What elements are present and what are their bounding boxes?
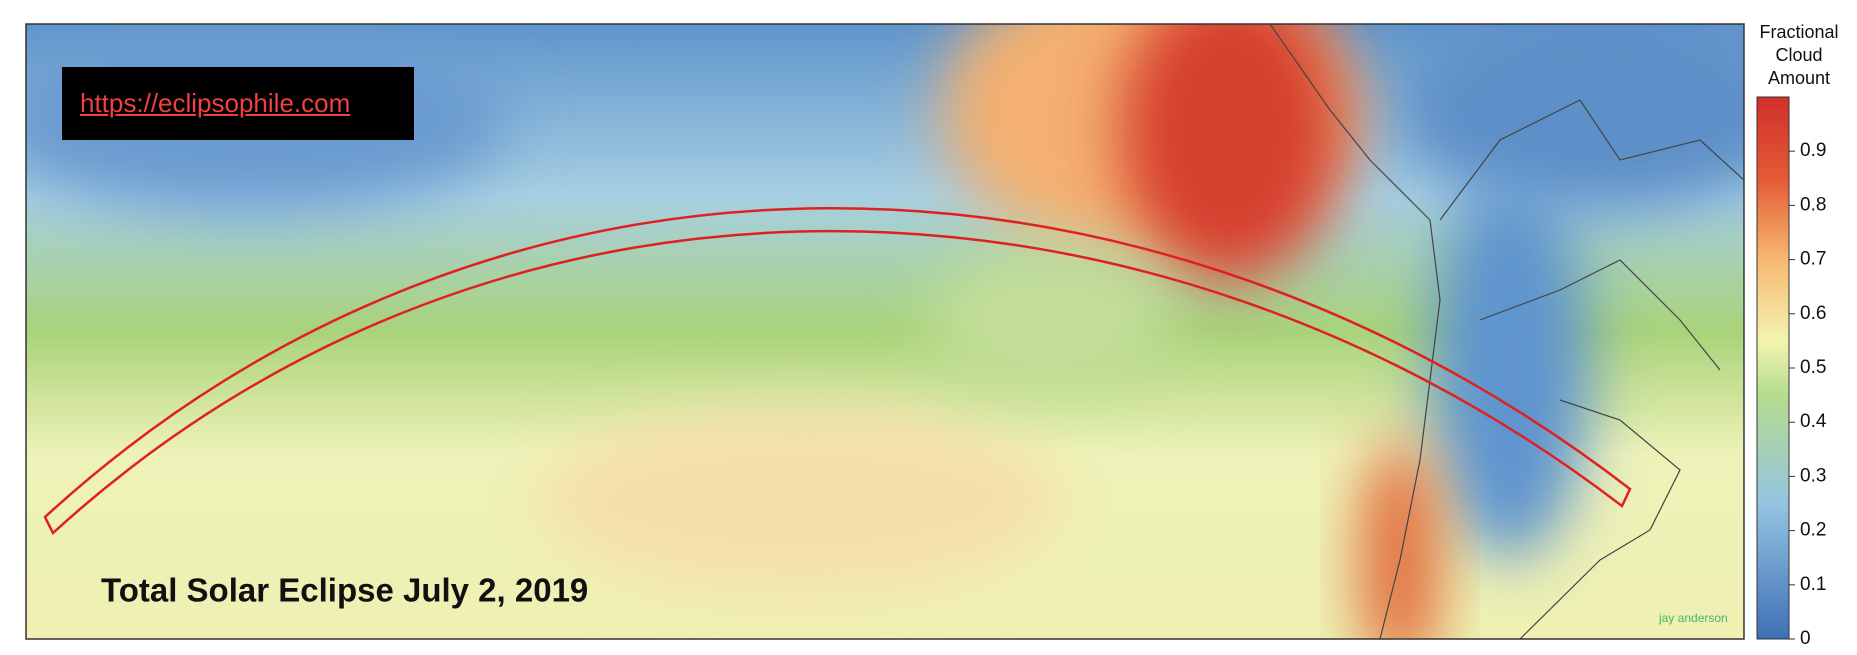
colorbar-tick-label: 0.2 bbox=[1800, 520, 1826, 541]
map-frame bbox=[25, 23, 1745, 640]
colorbar-tick-label: 0.6 bbox=[1800, 303, 1826, 324]
colorbar-title-line: Fractional bbox=[1759, 22, 1838, 42]
link-box: https://eclipsophile.com bbox=[62, 67, 414, 140]
colorbar-tick-label: 0.8 bbox=[1800, 194, 1826, 215]
colorbar-tick-label: 0.7 bbox=[1800, 249, 1826, 270]
borders bbox=[1269, 24, 1744, 639]
cloud-region bbox=[1120, 24, 1340, 280]
link[interactable]: https://eclipsophile.com bbox=[80, 88, 351, 118]
colorbar-tick-label: 0.4 bbox=[1800, 411, 1827, 432]
eclipse-path bbox=[43, 207, 1632, 536]
cloud-region bbox=[930, 250, 1170, 390]
colorbar-title-line: Cloud bbox=[1775, 45, 1822, 65]
colorbar-title: Fractional Cloud Amount bbox=[1759, 22, 1838, 88]
map-title: Total Solar Eclipse July 2, 2019 bbox=[101, 572, 588, 609]
credit: jay anderson bbox=[1658, 611, 1728, 625]
colorbar-tick-label: 0.1 bbox=[1800, 574, 1826, 595]
colorbar bbox=[1756, 96, 1790, 640]
colorbar-tick-label: 0.3 bbox=[1800, 465, 1826, 486]
colorbar-tick-label: 0.9 bbox=[1800, 140, 1826, 161]
cloud-region bbox=[540, 410, 1060, 590]
colorbar-tick-label: 0.5 bbox=[1800, 357, 1826, 378]
cloud-region bbox=[1430, 180, 1590, 560]
colorbar-tick-label: 0 bbox=[1800, 628, 1811, 649]
colorbar-title-line: Amount bbox=[1768, 68, 1830, 88]
map bbox=[26, 24, 1744, 639]
cloud-region bbox=[1360, 440, 1440, 639]
cloud-region bbox=[1400, 24, 1744, 210]
